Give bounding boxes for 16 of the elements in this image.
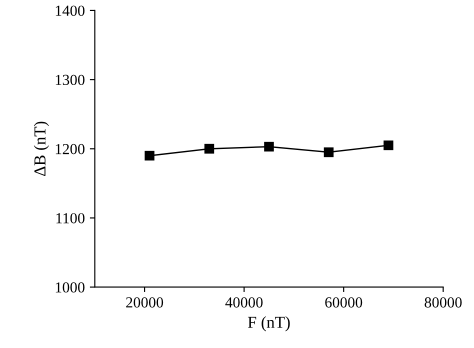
x-tick-label: 80000	[424, 297, 462, 308]
point	[384, 140, 394, 150]
y-tick-label: 1200	[56, 144, 84, 154]
y-tick-label: 1400	[56, 6, 84, 16]
point	[264, 142, 274, 152]
y-tick-label: 1300	[56, 74, 84, 86]
x-axis-title: F (nT)	[248, 316, 290, 332]
point	[204, 144, 214, 154]
y-tick-label: 1100	[56, 213, 84, 224]
x-tick-label: 20000	[126, 297, 164, 308]
x-tick-label: 40000	[225, 297, 263, 308]
point	[144, 150, 154, 161]
x-tick-label: 60000	[325, 297, 362, 308]
y-tick-label: 1000	[56, 282, 84, 293]
y-axis-title: ΔB (nT)	[34, 122, 49, 176]
point	[324, 147, 334, 158]
